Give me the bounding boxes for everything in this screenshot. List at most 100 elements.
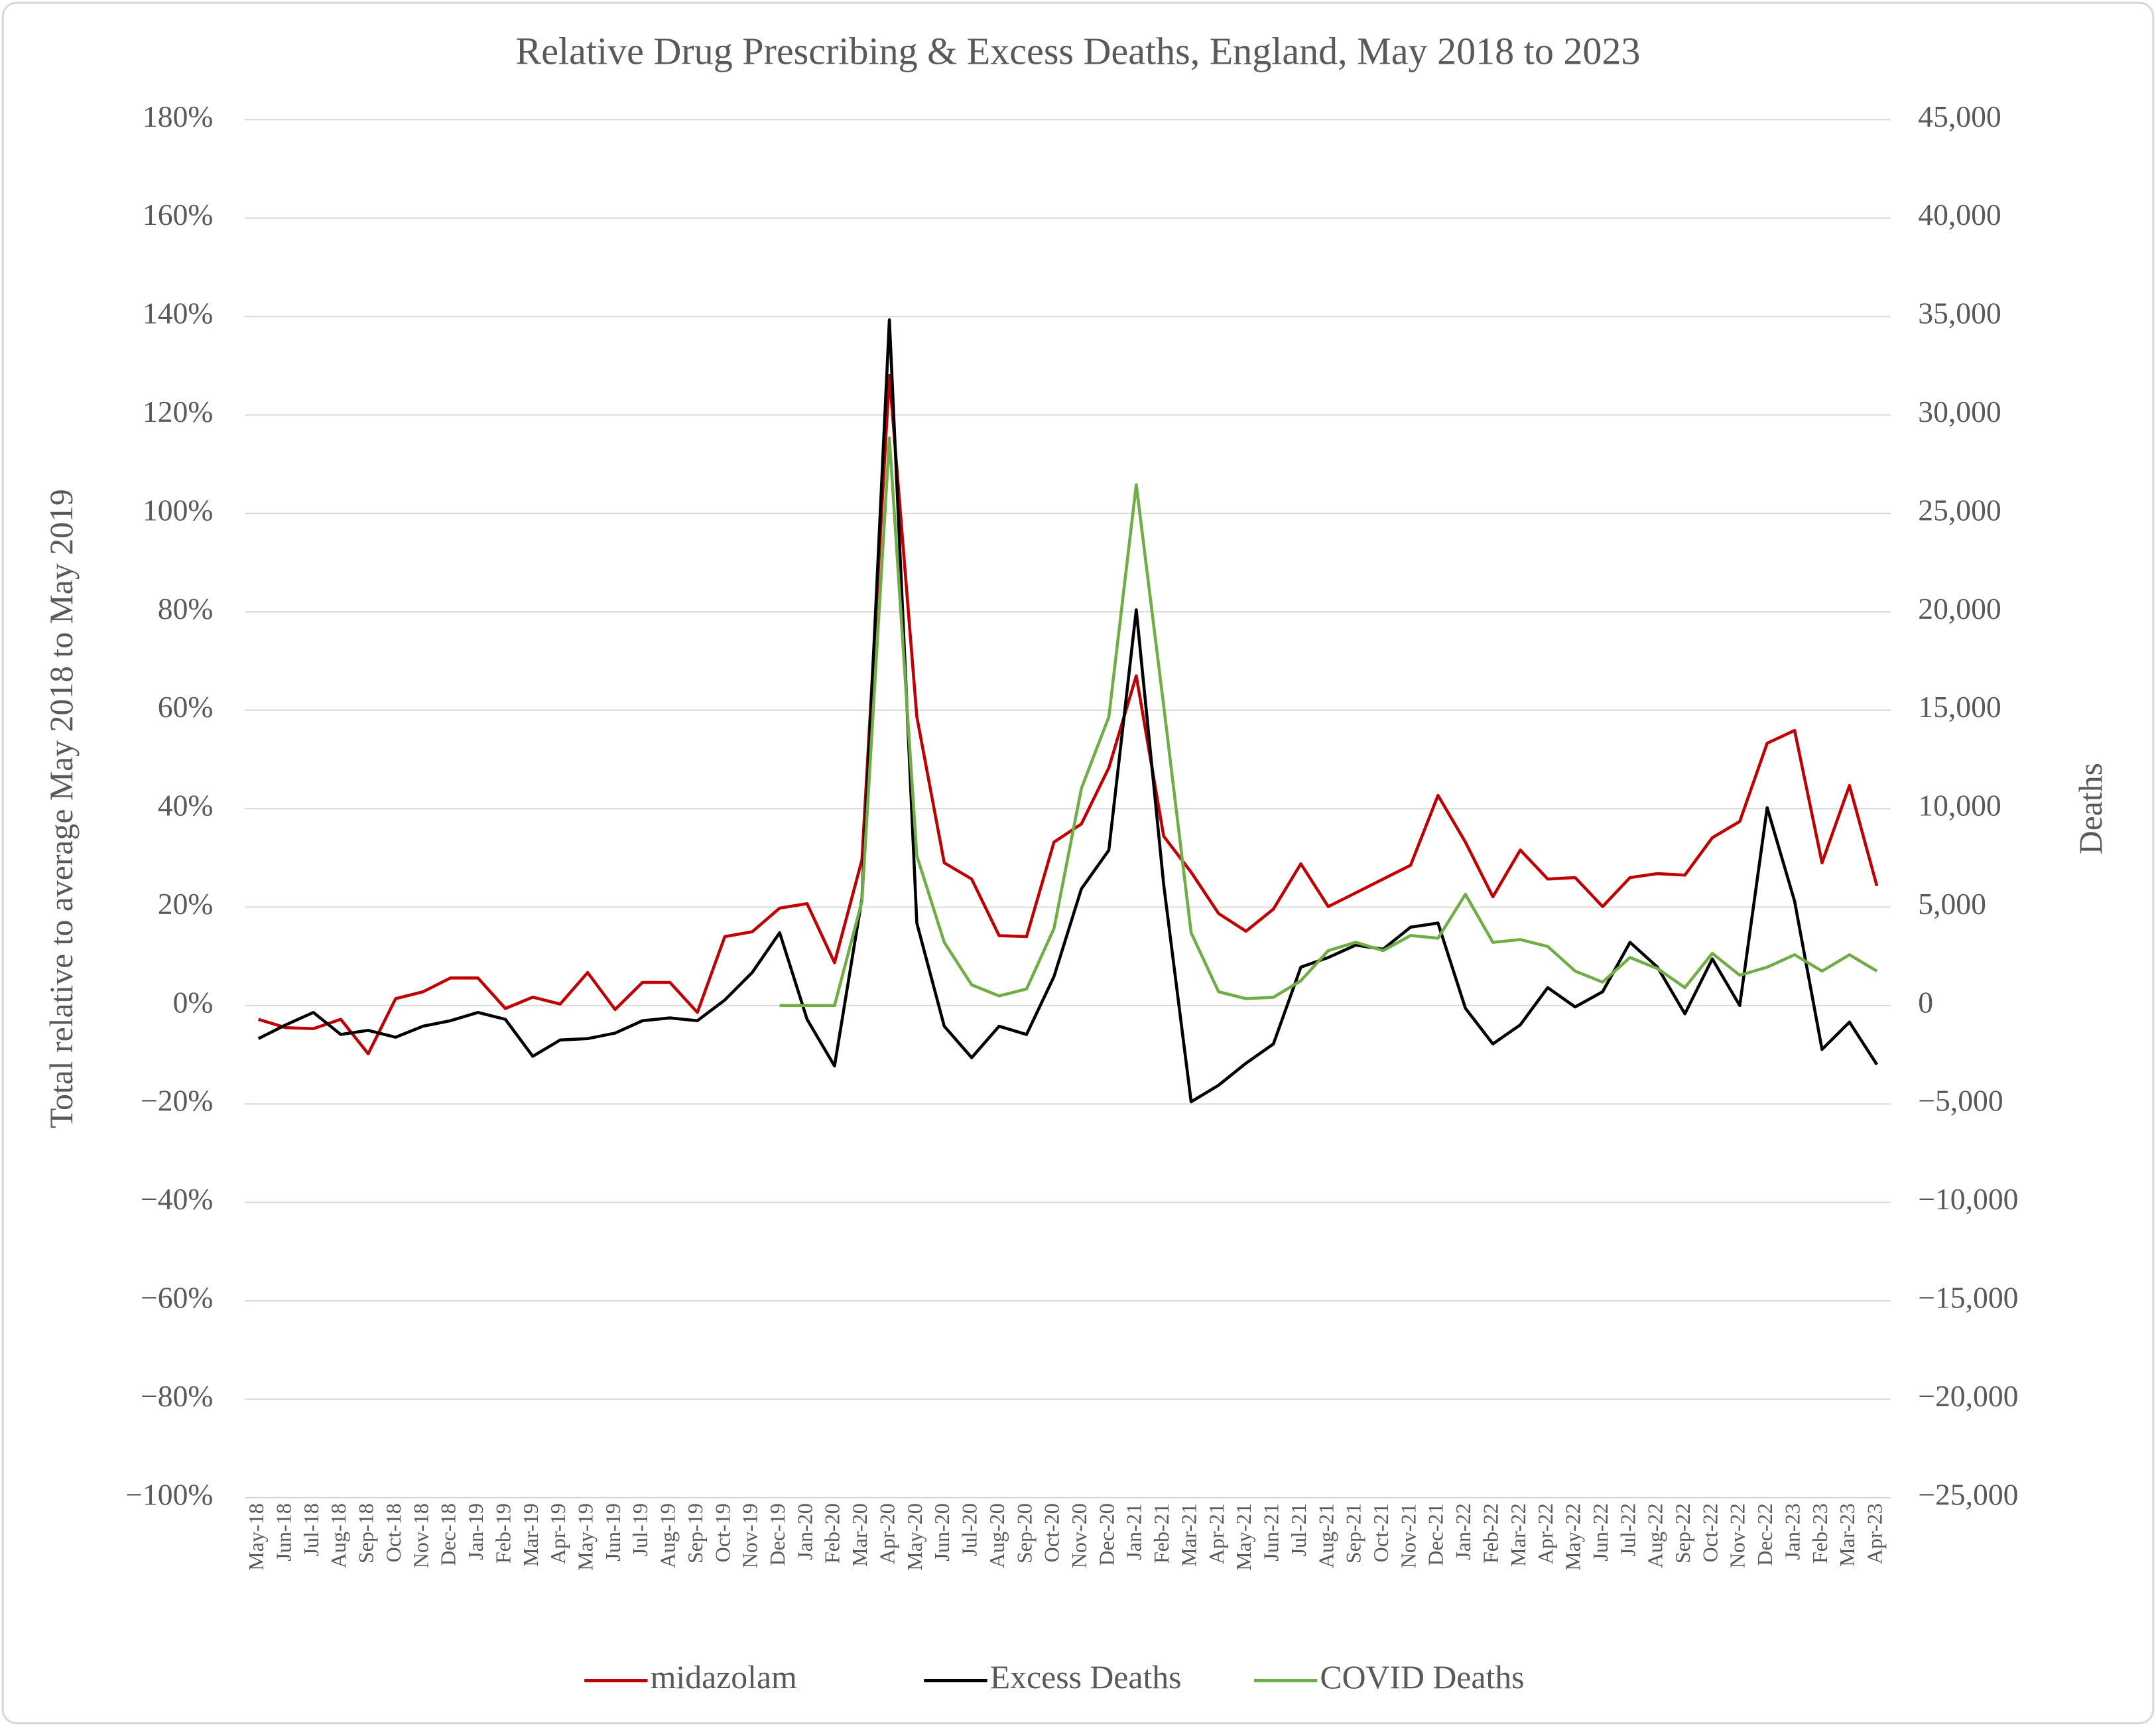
y-tick-label: 180%: [143, 100, 213, 133]
y-tick-label: −80%: [141, 1379, 213, 1413]
x-tick-label: Apr-19: [546, 1503, 570, 1564]
x-tick-label: Dec-18: [436, 1503, 460, 1566]
x-tick-label: Jun-20: [930, 1503, 954, 1561]
y2-tick-label: 20,000: [1918, 592, 2001, 626]
x-tick-label: Feb-22: [1478, 1503, 1502, 1563]
y-tick-label: 60%: [158, 690, 214, 724]
x-tick-label: Nov-22: [1726, 1503, 1749, 1568]
x-tick-label: Aug-20: [985, 1503, 1009, 1568]
y2-tick-label: 0: [1918, 985, 1933, 1019]
y2-tick-label: 40,000: [1918, 198, 2001, 232]
x-tick-label: Dec-22: [1753, 1503, 1777, 1566]
x-tick-label: Nov-19: [738, 1503, 762, 1568]
y-tick-label: −60%: [141, 1281, 213, 1315]
x-tick-label: Feb-23: [1808, 1503, 1832, 1563]
x-tick-label: Oct-21: [1369, 1503, 1393, 1562]
x-tick-label: Jul-22: [1616, 1503, 1639, 1556]
y2-tick-label: 15,000: [1918, 690, 2001, 724]
x-tick-label: Oct-19: [710, 1503, 734, 1562]
line-series: [257, 318, 1879, 1104]
y2-tick-label: −25,000: [1918, 1477, 2018, 1511]
x-tick-label: Jun-19: [601, 1503, 625, 1561]
x-tick-label: Mar-21: [1176, 1503, 1200, 1567]
x-tick-label: Mar-20: [848, 1503, 871, 1567]
x-tick-label: Mar-22: [1506, 1503, 1530, 1567]
x-tick-label: Jun-21: [1259, 1503, 1283, 1561]
y-tick-label: 120%: [143, 395, 213, 429]
x-tick-label: Aug-18: [326, 1503, 350, 1568]
x-tick-label: Oct-22: [1698, 1503, 1722, 1562]
y2-tick-label: 10,000: [1918, 789, 2001, 823]
x-tick-label: Feb-20: [820, 1503, 844, 1563]
x-tick-label: Apr-20: [875, 1503, 899, 1564]
x-tick-label: Sep-22: [1671, 1503, 1694, 1563]
x-tick-label: Dec-21: [1424, 1503, 1448, 1566]
y-tick-label: 160%: [143, 198, 213, 232]
x-tick-label: Jun-22: [1588, 1503, 1612, 1561]
x-tick-label: Oct-18: [381, 1503, 405, 1562]
y2-axis-title: Deaths: [2072, 763, 2109, 854]
x-tick-label: Aug-19: [656, 1503, 680, 1568]
y-tick-label: 0%: [173, 985, 214, 1019]
y-tick-label: −20%: [141, 1084, 213, 1118]
x-tick-label: Jul-19: [628, 1503, 652, 1556]
y2-tick-label: −15,000: [1918, 1281, 2018, 1315]
x-tick-label: Feb-19: [491, 1503, 515, 1563]
x-tick-label: Sep-20: [1012, 1503, 1036, 1563]
x-tick-label: Sep-21: [1342, 1503, 1365, 1563]
x-tick-label: Aug-21: [1314, 1503, 1338, 1568]
chart-title: Relative Drug Prescribing & Excess Death…: [516, 29, 1641, 72]
legend-label: Excess Deaths: [990, 1659, 1182, 1695]
x-tick-label: Apr-21: [1204, 1503, 1228, 1564]
x-tick-label: May-22: [1561, 1503, 1585, 1571]
y2-tick-label: 25,000: [1918, 493, 2001, 527]
y-tick-label: 80%: [158, 592, 214, 626]
x-tick-label: Nov-20: [1067, 1503, 1091, 1568]
y2-tick-label: 5,000: [1918, 887, 1986, 921]
legend-label: COVID Deaths: [1320, 1659, 1524, 1695]
line-series: [779, 436, 1878, 1008]
y-tick-label: −40%: [141, 1182, 213, 1216]
x-tick-label: Jan-23: [1780, 1503, 1804, 1560]
y-tick-label: 140%: [143, 297, 213, 330]
x-tick-label: Jul-20: [958, 1503, 982, 1556]
x-tick-label: May-18: [244, 1503, 268, 1571]
x-tick-label: Mar-23: [1835, 1503, 1859, 1567]
y2-tick-label: 30,000: [1918, 395, 2001, 429]
x-tick-label: Feb-21: [1149, 1503, 1173, 1563]
x-tick-label: Mar-19: [519, 1503, 542, 1567]
x-tick-label: May-20: [903, 1503, 926, 1571]
x-tick-label: Jan-20: [793, 1503, 816, 1560]
x-tick-label: Jul-18: [299, 1503, 323, 1556]
y-tick-label: 20%: [158, 887, 214, 921]
y2-tick-label: 45,000: [1918, 100, 2001, 133]
y-tick-label: −100%: [125, 1477, 213, 1511]
x-tick-label: Aug-22: [1643, 1503, 1667, 1568]
x-tick-label: Dec-19: [765, 1503, 789, 1566]
y2-tick-label: 35,000: [1918, 297, 2001, 330]
x-tick-label: Sep-19: [683, 1503, 707, 1563]
x-tick-label: Jun-18: [271, 1503, 295, 1561]
legend-label: midazolam: [651, 1659, 797, 1695]
x-tick-label: May-21: [1232, 1503, 1255, 1571]
y-tick-label: 40%: [158, 789, 214, 823]
x-tick-label: Oct-20: [1040, 1503, 1064, 1562]
x-tick-label: Sep-18: [354, 1503, 378, 1563]
x-tick-label: Dec-20: [1094, 1503, 1118, 1566]
x-tick-label: Jan-21: [1122, 1503, 1146, 1560]
x-tick-label: May-19: [573, 1503, 597, 1571]
y-axis-title: Total relative to average May 2018 to Ma…: [43, 489, 80, 1128]
line-series: [258, 373, 1879, 1055]
x-tick-label: Nov-21: [1396, 1503, 1420, 1568]
x-tick-label: Jan-22: [1451, 1503, 1475, 1560]
y2-tick-label: −10,000: [1918, 1182, 2018, 1216]
y2-tick-label: −5,000: [1918, 1084, 2003, 1118]
y-tick-label: 100%: [143, 493, 213, 527]
x-tick-label: Apr-22: [1533, 1503, 1557, 1564]
x-tick-label: Apr-23: [1863, 1503, 1887, 1564]
x-tick-label: Jul-21: [1287, 1503, 1310, 1556]
y2-tick-label: −20,000: [1918, 1379, 2018, 1413]
